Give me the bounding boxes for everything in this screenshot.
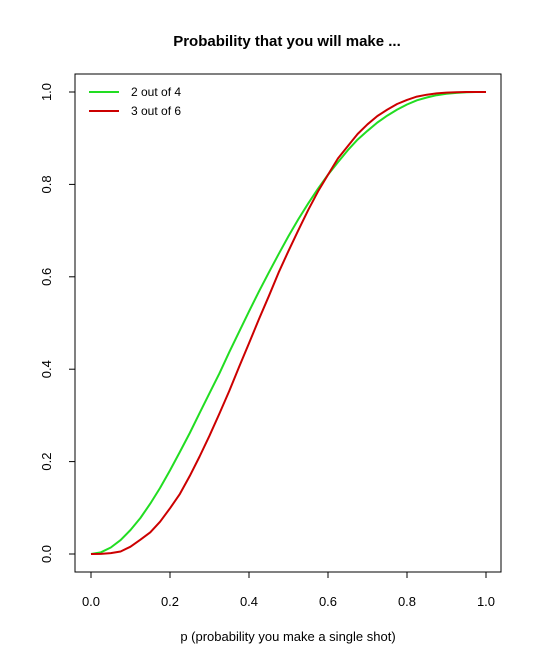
plot-frame: [74, 73, 502, 573]
y-tick-label: 0.2: [39, 453, 54, 471]
x-tick-label: 0.4: [240, 594, 258, 609]
y-tick-label: 0.4: [39, 360, 54, 378]
legend: 2 out of 4 3 out of 6: [89, 85, 181, 118]
x-tick-label: 0.0: [82, 594, 100, 609]
x-axis-label: p (probability you make a single shot): [180, 629, 395, 644]
y-tick-label: 1.0: [39, 83, 54, 101]
chart-title: Probability that you will make ...: [173, 33, 401, 50]
y-axis: 0.0 0.2 0.4 0.6 0.8 1.0: [39, 83, 76, 563]
x-tick-label: 0.2: [161, 594, 179, 609]
x-tick-label: 1.0: [477, 594, 495, 609]
y-tick-label: 0.8: [39, 175, 54, 193]
legend-label-2-of-4: 2 out of 4: [131, 85, 181, 99]
series-layer: [90, 91, 486, 555]
x-tick-label: 0.8: [398, 594, 416, 609]
series-line-3-of-6: [90, 91, 486, 555]
x-tick-label: 0.6: [319, 594, 337, 609]
series-line-2-of-4: [90, 91, 486, 555]
y-tick-label: 0.0: [39, 545, 54, 563]
legend-label-3-of-6: 3 out of 6: [131, 104, 181, 118]
y-tick-label: 0.6: [39, 268, 54, 286]
x-axis: 0.0 0.2 0.4 0.6 0.8 1.0: [82, 571, 495, 609]
